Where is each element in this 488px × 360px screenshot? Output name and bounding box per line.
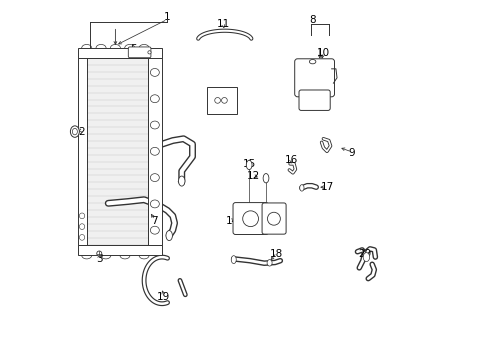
Ellipse shape [72,129,77,135]
Ellipse shape [150,121,159,129]
Bar [78,244,162,255]
FancyBboxPatch shape [233,203,268,234]
Text: 9: 9 [348,148,355,158]
Text: 3: 3 [96,254,102,264]
Text: 2: 2 [78,127,84,136]
Text: 4: 4 [219,93,226,103]
Text: 11: 11 [216,19,229,29]
Ellipse shape [263,174,268,183]
Ellipse shape [150,200,159,208]
Bar [78,48,162,58]
Ellipse shape [165,230,172,240]
Ellipse shape [150,147,159,155]
Text: 1: 1 [164,12,170,22]
Ellipse shape [150,174,159,181]
Ellipse shape [266,260,271,266]
Ellipse shape [150,68,159,76]
Text: 18: 18 [269,248,283,258]
Ellipse shape [97,251,102,256]
Ellipse shape [79,213,84,219]
Ellipse shape [363,253,369,262]
Text: 16: 16 [284,155,297,165]
Ellipse shape [178,176,184,186]
Bar [206,87,237,114]
Text: 8: 8 [309,15,315,26]
Circle shape [214,98,220,103]
Ellipse shape [150,226,159,234]
Bar [78,58,86,244]
Ellipse shape [246,160,251,170]
Text: 13: 13 [261,211,274,221]
Text: 12: 12 [246,171,260,181]
Text: 19: 19 [157,292,170,302]
Text: 14: 14 [225,216,238,226]
FancyBboxPatch shape [128,47,151,58]
Ellipse shape [147,51,151,54]
Text: 5: 5 [130,44,136,54]
Bar [85,58,147,244]
Text: 7: 7 [151,216,158,226]
Ellipse shape [231,256,236,264]
Text: 17: 17 [320,182,333,192]
FancyBboxPatch shape [262,203,285,234]
Circle shape [242,211,258,226]
Ellipse shape [299,185,304,191]
Text: 20: 20 [357,248,370,258]
Ellipse shape [309,59,315,64]
Text: 6: 6 [178,177,184,187]
FancyBboxPatch shape [298,90,329,111]
Text: 15: 15 [243,159,256,169]
Bar [147,58,162,244]
Ellipse shape [70,126,79,137]
Circle shape [221,98,227,103]
Ellipse shape [79,224,84,229]
Text: 10: 10 [316,48,329,58]
FancyBboxPatch shape [294,59,334,97]
Ellipse shape [79,234,84,240]
Ellipse shape [150,95,159,103]
Circle shape [267,212,280,225]
